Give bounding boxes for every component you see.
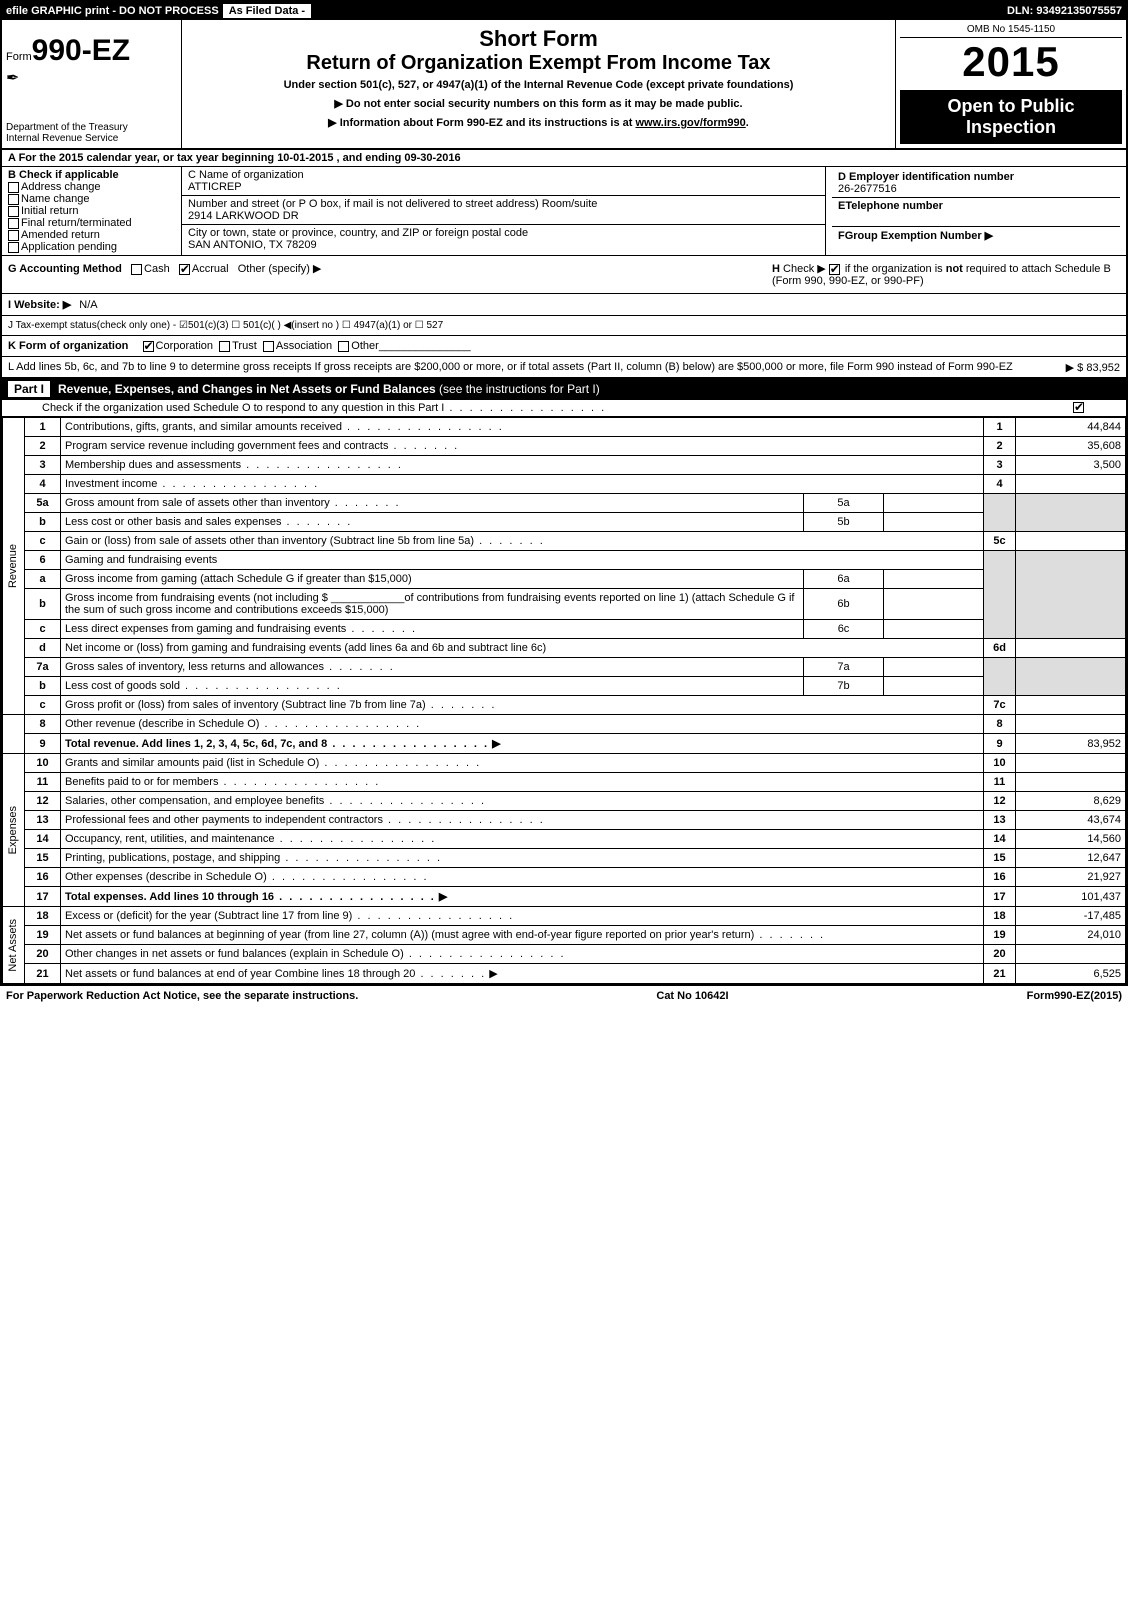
line-9-amt: 83,952 <box>1016 734 1126 754</box>
as-filed-btn: As Filed Data - <box>223 4 311 18</box>
form-ref: Form990-EZ(2015) <box>1027 990 1122 1002</box>
part-1-header: Part I Revenue, Expenses, and Changes in… <box>2 378 1126 400</box>
section-l: L Add lines 5b, 6c, and 7b to line 9 to … <box>2 357 1126 378</box>
checkbox-amended[interactable] <box>8 230 19 241</box>
section-c: C Name of organization ATTICREP Number a… <box>182 167 826 255</box>
line-1-amt: 44,844 <box>1016 418 1126 437</box>
line-16-amt: 21,927 <box>1016 868 1126 887</box>
line-21-amt: 6,525 <box>1016 964 1126 984</box>
line-15-amt: 12,647 <box>1016 849 1126 868</box>
checkbox-schedule-o[interactable] <box>1073 402 1084 413</box>
part1-check: Check if the organization used Schedule … <box>2 400 1126 417</box>
efile-text: efile GRAPHIC print - DO NOT PROCESS <box>6 5 219 17</box>
revenue-side: Revenue <box>7 544 19 588</box>
line-14-amt: 14,560 <box>1016 830 1126 849</box>
form-header: Form990-EZ ✒ Department of the Treasury … <box>2 20 1126 150</box>
form-footer: For Paperwork Reduction Act Notice, see … <box>0 986 1128 1006</box>
line-4-amt <box>1016 475 1126 494</box>
org-name: ATTICREP <box>188 181 819 193</box>
checkbox-corporation[interactable] <box>143 341 154 352</box>
checkbox-other-org[interactable] <box>338 341 349 352</box>
section-bcdef: B Check if applicable Address change Nam… <box>2 167 1126 256</box>
group-exemption: FGroup Exemption Number ▶ <box>838 229 1114 242</box>
dln-label: DLN: <box>1007 5 1033 17</box>
expenses-side: Expenses <box>7 806 19 854</box>
section-def: D Employer identification number 26-2677… <box>826 167 1126 255</box>
department: Department of the Treasury Internal Reve… <box>6 122 177 144</box>
netassets-side: Net Assets <box>7 919 19 972</box>
checkbox-cash[interactable] <box>131 264 142 275</box>
form-990ez: efile GRAPHIC print - DO NOT PROCESS As … <box>0 0 1128 986</box>
checkbox-address-change[interactable] <box>8 182 19 193</box>
checkbox-pending[interactable] <box>8 242 19 253</box>
checkbox-trust[interactable] <box>219 341 230 352</box>
form-number: Form990-EZ <box>6 34 177 68</box>
section-j: J Tax-exempt status(check only one) - ☑5… <box>2 316 1126 336</box>
line-18-amt: -17,485 <box>1016 907 1126 926</box>
section-i: I Website: ▶ N/A <box>2 294 1126 316</box>
under-section: Under section 501(c), 527, or 4947(a)(1)… <box>188 79 889 91</box>
cat-no: Cat No 10642I <box>656 990 728 1002</box>
ein: 26-2677516 <box>838 183 1114 195</box>
line-19-amt: 24,010 <box>1016 926 1126 945</box>
checkbox-initial-return[interactable] <box>8 206 19 217</box>
ssn-note: ▶ Do not enter social security numbers o… <box>188 97 889 110</box>
section-h: H Check ▶ if the organization is not req… <box>766 256 1126 293</box>
checkbox-association[interactable] <box>263 341 274 352</box>
irs-link[interactable]: www.irs.gov/form990 <box>636 117 746 129</box>
line-a: A For the 2015 calendar year, or tax yea… <box>2 150 1126 167</box>
line-2-amt: 35,608 <box>1016 437 1126 456</box>
line-3-amt: 3,500 <box>1016 456 1126 475</box>
open-to-public: Open to Public Inspection <box>900 90 1122 144</box>
omb-number: OMB No 1545-1150 <box>900 24 1122 38</box>
checkbox-name-change[interactable] <box>8 194 19 205</box>
paperwork-notice: For Paperwork Reduction Act Notice, see … <box>6 990 358 1002</box>
org-address: 2914 LARKWOOD DR <box>188 210 819 222</box>
short-form-label: Short Form <box>188 26 889 52</box>
line-12-amt: 8,629 <box>1016 792 1126 811</box>
line-17-amt: 101,437 <box>1016 887 1126 907</box>
checkbox-final-return[interactable] <box>8 218 19 229</box>
tax-year: 2015 <box>900 38 1122 86</box>
gross-receipts: ▶ $ 83,952 <box>1066 361 1120 374</box>
info-note: ▶ Information about Form 990-EZ and its … <box>188 116 889 129</box>
checkbox-schedule-b[interactable] <box>829 264 840 275</box>
part1-table: Revenue 1Contributions, gifts, grants, a… <box>2 417 1126 984</box>
checkbox-accrual[interactable] <box>179 264 190 275</box>
website: N/A <box>79 299 97 311</box>
form-title: Return of Organization Exempt From Incom… <box>188 52 889 75</box>
telephone-label: ETelephone number <box>838 200 1114 212</box>
line-13-amt: 43,674 <box>1016 811 1126 830</box>
dln-value: 93492135075557 <box>1036 5 1122 17</box>
section-k: K Form of organization Corporation Trust… <box>2 336 1126 357</box>
section-gh: G Accounting Method Cash Accrual Other (… <box>2 256 1126 294</box>
section-b: B Check if applicable Address change Nam… <box>2 167 182 255</box>
top-bar: efile GRAPHIC print - DO NOT PROCESS As … <box>2 2 1126 20</box>
org-city: SAN ANTONIO, TX 78209 <box>188 239 819 251</box>
